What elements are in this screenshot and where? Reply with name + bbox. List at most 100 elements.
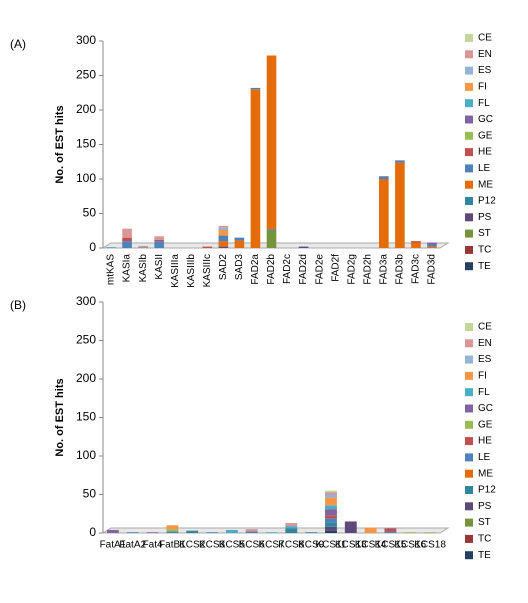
legend-swatch (465, 131, 473, 140)
legend-swatch (465, 486, 473, 494)
legend-swatch (465, 534, 473, 543)
legend-swatch (465, 388, 473, 397)
bar-segment (245, 531, 258, 533)
legend-swatch (465, 229, 473, 238)
x-tick-label: KCS13 (335, 540, 367, 551)
panel-label: (A) (10, 37, 26, 51)
y-tick-label: 0 (89, 525, 96, 539)
bar-segment (285, 528, 298, 533)
x-tick-label: KCS7 (258, 540, 285, 551)
legend-label: P12 (478, 196, 496, 207)
bar-segment (122, 228, 132, 238)
bar-segment (106, 247, 116, 248)
legend-swatch (465, 34, 473, 42)
bar-segment (265, 532, 278, 533)
legend-label: PS (478, 501, 492, 512)
bar-segment (146, 532, 159, 533)
x-tick-label: FAD2h (362, 254, 373, 285)
bar-segment (404, 532, 417, 533)
bar-segment (325, 509, 337, 516)
bar-segment (427, 244, 437, 247)
bar-segment (384, 528, 397, 532)
bar-segment (266, 229, 277, 231)
panel-label: (B) (10, 298, 26, 312)
x-tick-label: SAD3 (234, 254, 245, 281)
legend-label: P12 (478, 485, 496, 496)
bar-segment (344, 521, 357, 533)
bar-segment (234, 237, 245, 241)
legend-swatch (465, 148, 473, 157)
y-tick-label: 250 (76, 333, 96, 347)
bar-segment (384, 531, 397, 533)
x-tick-label: FAD2a (250, 254, 261, 285)
bar-segment (427, 246, 437, 248)
x-tick-label: KCS5 (219, 540, 246, 551)
x-tick-label: KCS18 (414, 540, 446, 551)
legend-label: CE (478, 322, 492, 333)
x-tick-label: KCS15 (375, 540, 407, 551)
x-tick-label: FAD2b (266, 254, 277, 285)
x-tick-label: KCS9 (298, 540, 325, 551)
legend-label: CE (478, 33, 492, 44)
legend-swatch (465, 339, 473, 348)
legend-label: ST (478, 517, 491, 528)
bar-segment (325, 492, 337, 495)
bar-segment (218, 241, 229, 247)
legend-label: EN (478, 49, 492, 60)
x-tick-label: KCS14 (355, 540, 387, 551)
bar-segment (122, 241, 132, 248)
y-tick-label: 0 (89, 240, 96, 254)
x-tick-label: KCS2 (179, 540, 206, 551)
x-tick-label: FAD3c (411, 254, 422, 284)
legend-swatch (465, 437, 473, 446)
bar-segment (166, 525, 179, 530)
bar-segment (154, 239, 164, 242)
y-tick-label: 200 (76, 371, 96, 385)
legend-swatch (465, 518, 473, 527)
bar-segment (266, 230, 277, 248)
legend-swatch (465, 180, 473, 189)
bar-segment (218, 235, 229, 242)
bar-segment (424, 532, 437, 533)
legend-swatch (465, 262, 473, 271)
y-axis-label: No. of EST hits (54, 105, 66, 183)
legend-label: ST (478, 228, 491, 239)
bar-segment (245, 529, 258, 532)
legend-label: TC (478, 245, 491, 256)
legend-swatch (465, 245, 473, 254)
x-tick-label: mtKAS (106, 254, 117, 285)
bar-segment (325, 515, 337, 519)
x-tick-label: FAD2c (282, 254, 293, 284)
bar-segment (202, 246, 213, 248)
bar-segment (325, 518, 337, 523)
bar-segment (364, 527, 377, 533)
legend-label: LE (478, 452, 491, 463)
y-tick-label: 50 (83, 487, 97, 501)
bar-segment (218, 225, 229, 228)
y-tick-label: 300 (76, 33, 96, 47)
legend-label: HE (478, 147, 492, 158)
x-tick-label: FAD2f (330, 254, 341, 282)
legend-swatch (465, 420, 473, 429)
bar-segment (298, 246, 309, 248)
y-tick-label: 100 (76, 171, 96, 185)
bar-segment (325, 530, 337, 533)
legend-label: FI (478, 82, 487, 93)
bar-segment (395, 162, 405, 248)
legend-label: GE (478, 419, 493, 430)
x-tick-label: FAD2g (346, 254, 357, 285)
bar-segment (250, 87, 261, 90)
y-tick-label: 150 (76, 410, 96, 424)
legend-swatch (465, 197, 473, 205)
legend-label: TE (478, 550, 491, 561)
x-tick-label: FatB1 (159, 540, 186, 551)
bar-segment (379, 176, 389, 179)
bar-segment (250, 89, 261, 248)
legend-label: LE (478, 163, 491, 174)
legend-label: TE (478, 261, 491, 272)
x-tick-label: FAD3a (378, 254, 389, 285)
bar-segment (305, 532, 318, 533)
bar-segment (379, 179, 389, 248)
legend-label: ME (478, 468, 493, 479)
legend-swatch (465, 99, 473, 108)
